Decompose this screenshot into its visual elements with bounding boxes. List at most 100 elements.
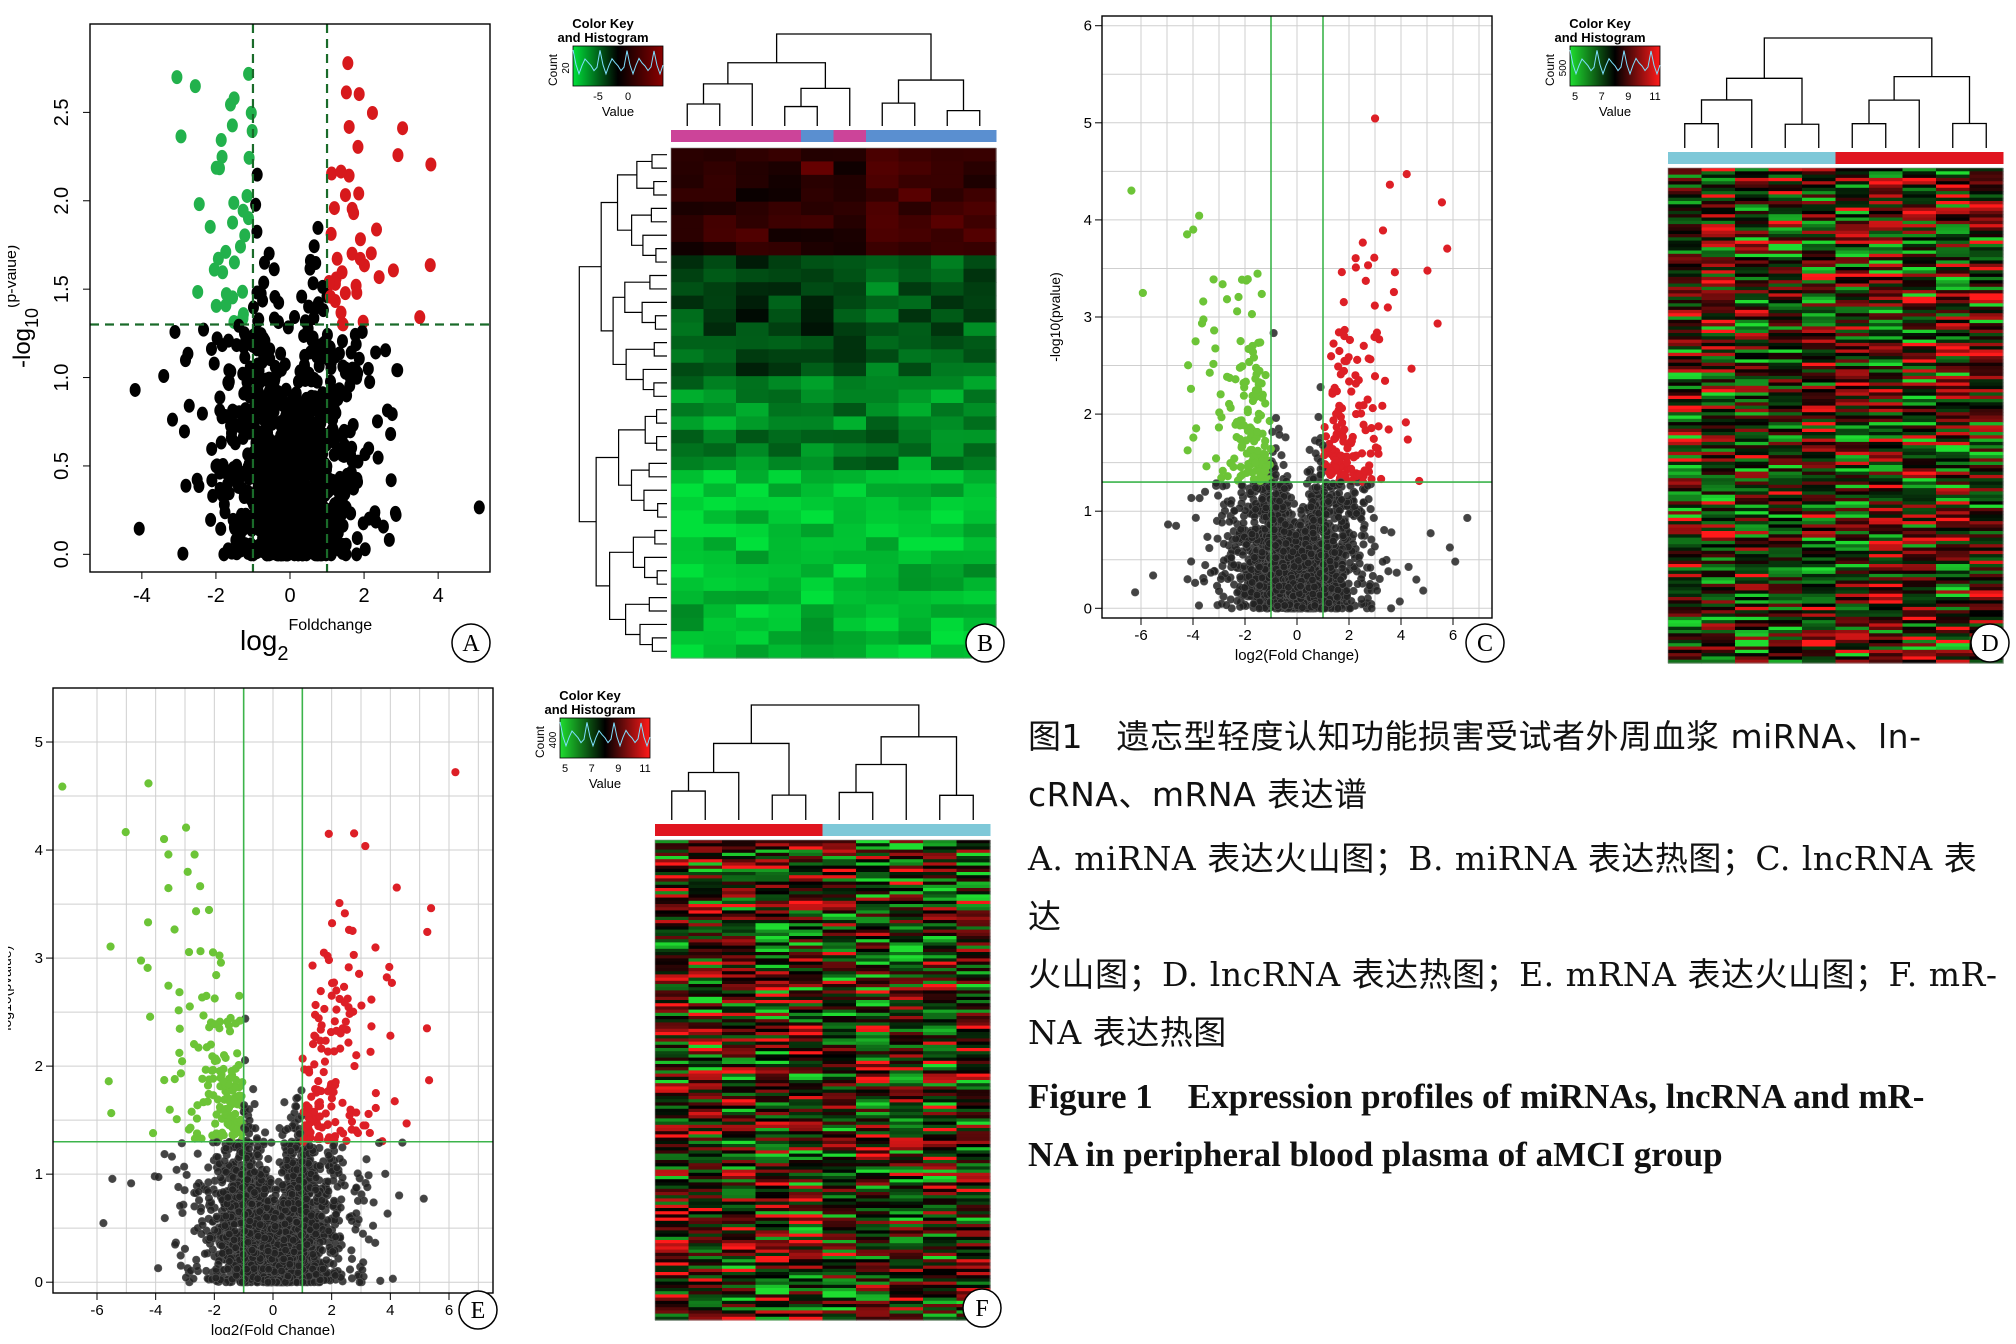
dendrogram-branch [657, 503, 667, 518]
heatmap-cell [1869, 234, 1904, 238]
heatmap-cell [866, 241, 900, 256]
heatmap-cell [1902, 194, 1937, 199]
y-tick-label: 2 [1084, 406, 1092, 423]
heatmap-cell [1835, 257, 1870, 261]
y-tick-label: 6 [1084, 18, 1092, 35]
data-point [1214, 586, 1224, 596]
heatmap-cell [1802, 247, 1837, 252]
color-key-histogram [572, 49, 664, 76]
data-point [1251, 505, 1260, 514]
data-point [231, 519, 243, 534]
heatmap-cell [1835, 197, 1870, 202]
heatmap-cell [768, 523, 802, 538]
data-point [1243, 462, 1253, 471]
data-point [1286, 493, 1296, 502]
heatmap-cell [671, 483, 705, 498]
data-point [351, 285, 363, 300]
heatmap-cell [1735, 329, 1770, 334]
data-point [1317, 550, 1326, 560]
data-point [239, 350, 251, 365]
heatmap-cell [1735, 273, 1770, 278]
heatmap-cell [671, 429, 705, 444]
data-point [1271, 470, 1280, 479]
data-point [329, 537, 341, 552]
heatmap-cell [1936, 210, 1971, 215]
heatmap-cell [1668, 191, 1703, 195]
heatmap-cell [801, 443, 835, 458]
heatmap-cell [1701, 171, 1736, 176]
heatmap-cell [736, 496, 770, 511]
heatmap-cell [1668, 197, 1703, 202]
heatmap-cell [703, 483, 737, 498]
heatmap-cell [833, 483, 867, 498]
heatmap-cell [1768, 247, 1803, 252]
data-points [1127, 114, 1472, 613]
heatmap-cell [898, 161, 932, 176]
heatmap-cell [736, 550, 770, 565]
data-point [290, 489, 302, 504]
heatmap-cell [1735, 214, 1770, 219]
heatmap-cell [898, 403, 932, 418]
data-point [1357, 531, 1366, 540]
group-bar [866, 130, 899, 142]
heatmap-cell [1936, 342, 1971, 347]
data-point [1209, 359, 1218, 369]
heatmap-cell [1668, 313, 1703, 318]
heatmap-cell [931, 550, 965, 565]
data-point [331, 251, 343, 266]
data-point [1407, 364, 1416, 373]
heatmap-cell [1936, 296, 1971, 301]
heatmap-cell [671, 590, 705, 605]
heatmap-cell [963, 376, 997, 391]
heatmap-cell [866, 644, 900, 659]
heatmap-cell [801, 604, 835, 619]
data-point [1403, 435, 1412, 444]
heatmap-cell [736, 215, 770, 230]
heatmap-cell [1936, 303, 1971, 308]
heatmap-cell [1936, 326, 1971, 331]
data-point [342, 56, 354, 71]
heatmap-cell [1835, 296, 1870, 301]
heatmap-cell [1802, 243, 1837, 248]
heatmap-cell [1768, 267, 1803, 271]
dendrogram-branch [644, 415, 657, 444]
data-point [228, 255, 240, 270]
heatmap-cell [833, 322, 867, 337]
data-point [250, 197, 262, 212]
heatmap-cell [1668, 290, 1703, 294]
heatmap-cell [1768, 230, 1803, 235]
data-point [289, 310, 301, 325]
heatmap-cell [768, 241, 802, 256]
heatmap-cell [1701, 197, 1736, 202]
data-point [1219, 539, 1229, 548]
heatmap-cell [1768, 276, 1803, 281]
heatmap-cell [866, 282, 900, 297]
heatmap-cell [1768, 329, 1803, 334]
heatmap-cell [1869, 174, 1904, 179]
data-point [1280, 484, 1289, 493]
heatmap-cell [1802, 319, 1837, 324]
heatmap-cell [703, 335, 737, 350]
dendrogram-branch [653, 342, 667, 357]
heatmap-cell [1768, 359, 1803, 364]
heatmap-cell [1768, 300, 1803, 304]
heatmap-cell [1936, 250, 1971, 255]
heatmap-cell [1701, 240, 1736, 245]
data-point [1358, 238, 1367, 247]
heatmap-cell [1735, 316, 1770, 321]
heatmap-cell [1869, 339, 1904, 344]
dendrogram-branch [630, 469, 650, 501]
heatmap-cell [1668, 250, 1703, 255]
heatmap-cell [1835, 227, 1870, 232]
heatmap-cell [963, 349, 997, 364]
data-point [296, 444, 308, 459]
heatmap-cell [898, 590, 932, 605]
heatmap-cell [1802, 234, 1837, 238]
heatmap-cell [1902, 177, 1937, 182]
heatmap-cell [931, 228, 965, 243]
data-point [335, 305, 347, 320]
data-point [1213, 491, 1223, 500]
heatmap-cell [671, 322, 705, 337]
data-point [303, 415, 315, 430]
heatmap-cell [1768, 204, 1803, 209]
